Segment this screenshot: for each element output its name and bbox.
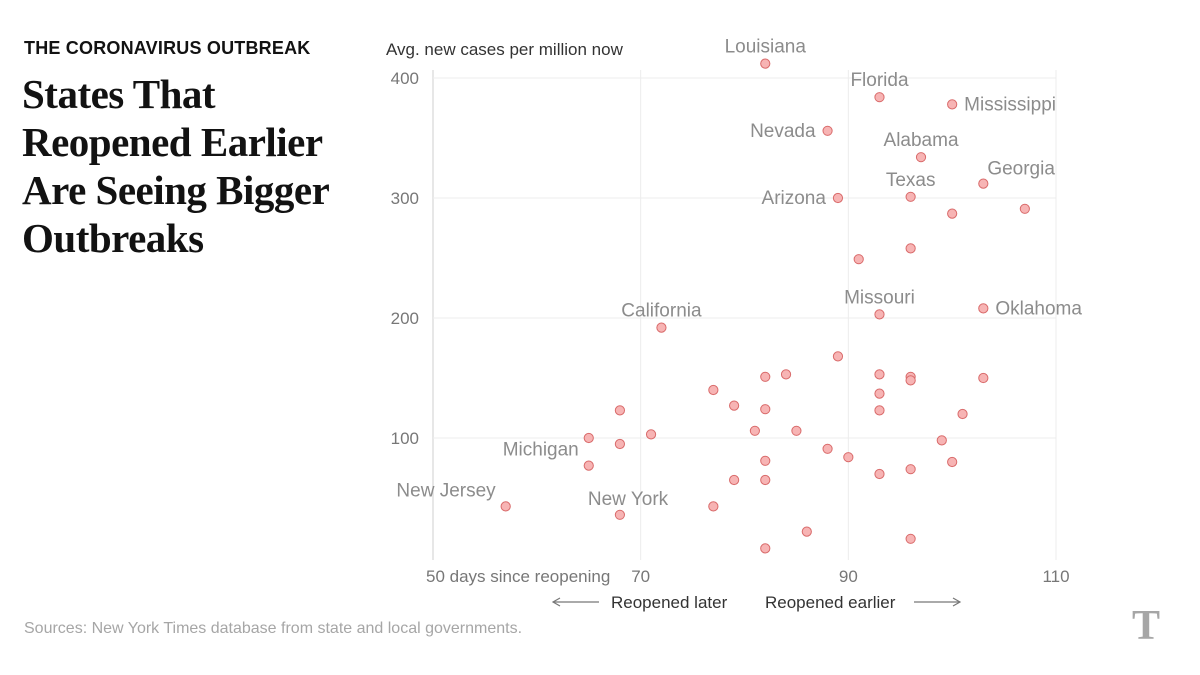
data-point [978, 178, 989, 189]
data-point [614, 509, 626, 520]
point-label-mississippi: Mississippi [964, 94, 1056, 115]
data-point [760, 543, 771, 554]
point-label-louisiana: Louisiana [725, 37, 807, 58]
data-point [874, 468, 885, 480]
data-point [905, 243, 916, 254]
data-point [708, 501, 719, 512]
data-point [614, 405, 626, 416]
data-point [760, 474, 771, 486]
data-point [832, 351, 844, 362]
data-point [760, 58, 771, 69]
nyt-logo-icon: T [1131, 603, 1160, 649]
point-label-oklahoma: Oklahoma [995, 298, 1082, 319]
kicker: THE CORONAVIRUS OUTBREAK [24, 38, 311, 58]
point-label-new-jersey: New Jersey [396, 480, 496, 501]
data-point [500, 501, 511, 512]
data-point [874, 309, 885, 320]
data-point [947, 208, 958, 219]
right-arrow-head [952, 597, 962, 607]
x-tick-label: 50 days since reopening [426, 567, 610, 586]
data-point [760, 404, 771, 415]
headline: States That Reopened Earlier Are Seeing … [22, 71, 329, 261]
point-label-alabama: Alabama [884, 130, 959, 151]
y-tick-label: 200 [391, 309, 419, 328]
source-note: Sources: New York Times database from st… [24, 620, 523, 637]
data-point [791, 425, 802, 436]
data-point [1019, 203, 1030, 214]
label-layer: Louisiana Florida Mississippi Nevada Alabama… [396, 37, 1082, 510]
point-label-missouri: Missouri [844, 287, 915, 308]
direction-left-label: Reopened later [611, 593, 728, 612]
data-point [915, 152, 927, 163]
data-point [874, 388, 885, 399]
data-point [760, 371, 771, 382]
data-point [614, 438, 626, 450]
data-point [729, 474, 740, 486]
data-point [853, 254, 864, 265]
data-point [978, 303, 989, 314]
data-point [645, 429, 657, 440]
point-label-new-york: New York [588, 489, 669, 510]
data-point [905, 375, 916, 386]
y-tick-label: 400 [391, 69, 419, 88]
tick-layer: 100 200 300 400 50 days since reopening 70 90 1… [391, 69, 1070, 586]
data-point [843, 452, 854, 463]
x-tick-label: 110 [1042, 567, 1069, 586]
y-tick-label: 100 [391, 429, 419, 448]
data-point [583, 432, 594, 444]
point-label-texas: Texas [886, 170, 936, 191]
grid-layer [432, 70, 1057, 560]
point-layer [500, 58, 1030, 554]
y-tick-label: 300 [391, 189, 419, 208]
data-point [729, 400, 740, 411]
data-point [822, 443, 833, 454]
x-tick-label: 90 [839, 567, 858, 586]
data-point [874, 92, 885, 103]
data-point [978, 372, 989, 384]
data-point [749, 425, 760, 436]
data-point [947, 456, 958, 468]
data-point [874, 405, 885, 416]
point-label-nevada: Nevada [750, 121, 816, 142]
data-point [760, 455, 771, 466]
x-tick-label: 70 [631, 567, 650, 586]
point-label-georgia: Georgia [987, 159, 1055, 180]
data-point [947, 99, 958, 110]
point-label-california: California [621, 301, 702, 322]
data-point [822, 125, 833, 136]
data-point [905, 191, 916, 202]
data-point [583, 460, 594, 471]
data-point [780, 369, 792, 380]
data-point [905, 533, 916, 544]
point-label-michigan: Michigan [503, 440, 579, 461]
data-point [656, 322, 667, 333]
data-point [832, 192, 844, 204]
point-label-arizona: Arizona [762, 188, 827, 209]
direction-legend: Reopened later Reopened earlier [551, 593, 962, 612]
data-point [957, 408, 968, 420]
data-point [874, 369, 885, 380]
point-label-florida: Florida [850, 70, 909, 91]
data-point [708, 384, 719, 396]
y-axis-label: Avg. new cases per million now [386, 40, 624, 59]
data-point [936, 435, 947, 446]
data-point [801, 526, 812, 537]
data-point [905, 464, 916, 475]
direction-right-label: Reopened earlier [765, 593, 896, 612]
left-arrow-head [551, 597, 561, 607]
